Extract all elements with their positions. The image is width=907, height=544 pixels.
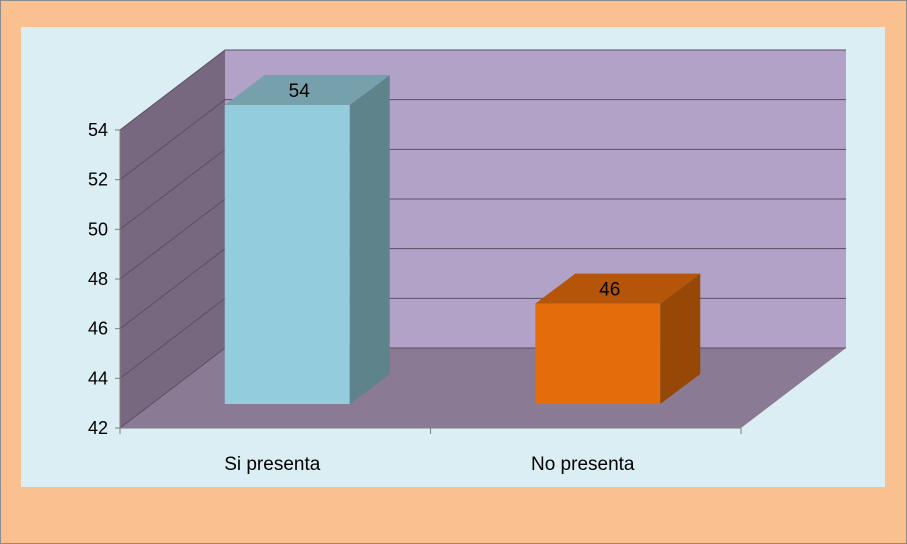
bar-front xyxy=(535,303,661,404)
bar-top xyxy=(224,75,390,105)
y-tick-label: 46 xyxy=(88,319,108,339)
gridline xyxy=(119,99,846,181)
bar-front xyxy=(224,105,350,404)
chart-axes xyxy=(115,129,742,434)
data-label: 54 xyxy=(289,81,311,102)
chart-bars xyxy=(224,75,701,404)
bar-side xyxy=(349,75,390,404)
y-tick-label: 50 xyxy=(88,219,108,239)
y-tick-label: 42 xyxy=(88,418,108,438)
y-tick-label: 54 xyxy=(88,120,108,140)
gridline xyxy=(119,49,846,131)
chart-labels: 42 44 46 48 50 52 54 54 Si presenta 46 No presenta xyxy=(88,81,635,475)
x-category-label: No presenta xyxy=(531,454,635,475)
bar-top xyxy=(535,273,701,304)
y-tick-label: 48 xyxy=(88,269,108,289)
y-tick-label: 52 xyxy=(88,170,108,190)
y-tick-label: 44 xyxy=(88,368,108,388)
data-label: 46 xyxy=(599,280,620,301)
x-category-label: Si presenta xyxy=(224,454,321,475)
bar-side xyxy=(660,273,701,404)
